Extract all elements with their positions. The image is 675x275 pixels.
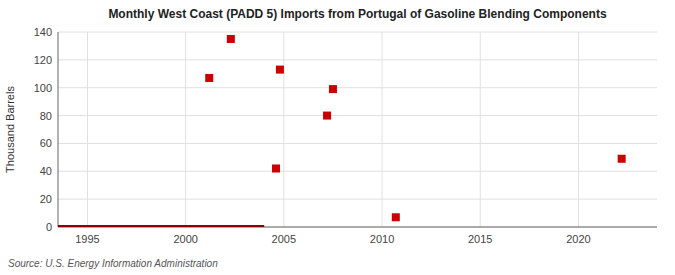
zero-line: [58, 225, 264, 227]
y-grid-line: [58, 199, 657, 200]
y-tick-label: 60: [40, 137, 52, 149]
y-axis-line: [58, 32, 59, 227]
grid: [58, 32, 657, 227]
chart: 0 20 40 60 80 100 120 140 1995 2000 2005 2010 2015 20…: [0, 0, 675, 275]
scatter-point: [272, 165, 280, 173]
marks: [58, 35, 626, 227]
scatter-point: [329, 85, 337, 93]
y-grid-line: [58, 227, 657, 228]
y-grid-line: [58, 32, 657, 33]
y-tick-label: 20: [40, 193, 52, 205]
y-tick-label: 40: [40, 165, 52, 177]
x-grid-line: [480, 32, 481, 227]
x-tick-label: 1995: [75, 233, 99, 245]
y-grid-line: [58, 115, 657, 116]
x-tick-label: 2015: [468, 233, 492, 245]
x-tick-label: 2005: [272, 233, 296, 245]
y-grid-line: [58, 171, 657, 172]
y-tick-label: 120: [34, 54, 52, 66]
x-grid-line: [578, 32, 579, 227]
y-axis-label: Thousand Barrels: [4, 86, 16, 173]
y-grid-line: [58, 143, 657, 144]
scatter-point: [323, 112, 331, 120]
scatter-point: [205, 74, 213, 82]
scatter-point: [227, 35, 235, 43]
title: Monthly West Coast (PADD 5) Imports from…: [108, 7, 607, 21]
x-axis-line: [58, 227, 657, 228]
x-tick-label: 2010: [370, 233, 394, 245]
scatter-point: [392, 213, 400, 221]
x-tick-label: 2000: [173, 233, 197, 245]
y-tick-label: 80: [40, 110, 52, 122]
x-grid-line: [283, 32, 284, 227]
y-tick-label: 100: [34, 82, 52, 94]
x-grid-line: [382, 32, 383, 227]
x-tick-label: 2020: [566, 233, 590, 245]
y-grid-line: [58, 59, 657, 60]
y-grid-line: [58, 87, 657, 88]
y-tick-label: 140: [34, 26, 52, 38]
plot-area: [58, 32, 657, 227]
y-tick-label: 0: [46, 221, 52, 233]
x-grid-line: [87, 32, 88, 227]
scatter-point: [276, 66, 284, 74]
x-grid-line: [185, 32, 186, 227]
source-note: Source: U.S. Energy Information Administ…: [8, 258, 218, 269]
scatter-point: [618, 155, 626, 163]
